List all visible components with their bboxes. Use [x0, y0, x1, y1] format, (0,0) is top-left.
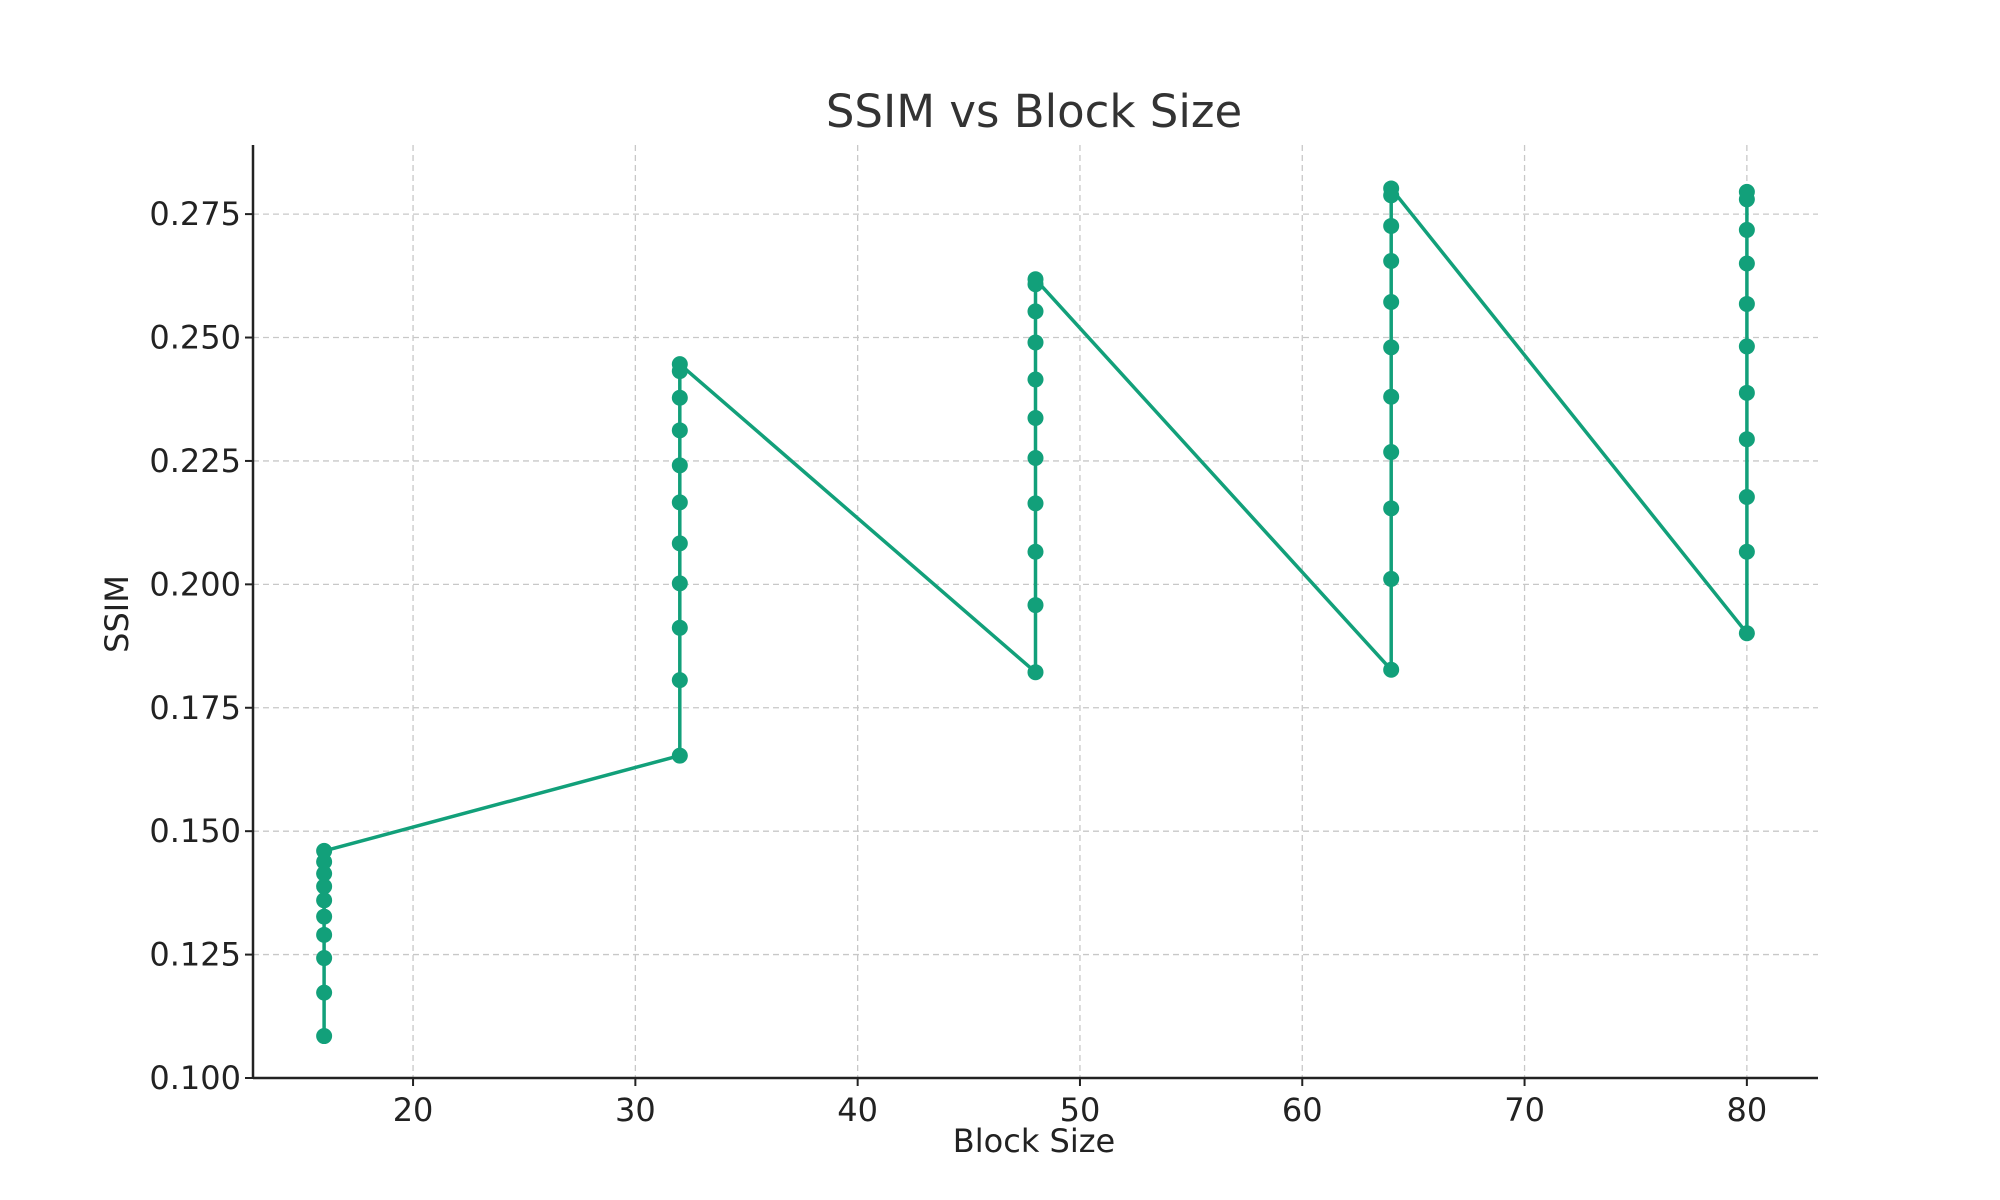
- data-point: [671, 575, 688, 592]
- data-point: [316, 908, 333, 925]
- data-point: [1383, 293, 1400, 310]
- data-point: [1027, 371, 1044, 388]
- data-point: [1738, 295, 1755, 312]
- x-tick-label: 50: [1060, 1091, 1101, 1129]
- data-point: [671, 535, 688, 552]
- y-ticks: 0.100 0.125 0.150 0.175 0.200 0.225 0.250 0.275: [149, 195, 253, 1097]
- y-axis-label: SSIM: [98, 575, 136, 653]
- data-point: [671, 672, 688, 689]
- data-point: [1738, 625, 1755, 642]
- data-point: [1027, 303, 1044, 320]
- data-point: [316, 878, 333, 895]
- y-tick-label: 0.100: [149, 1059, 241, 1097]
- data-point: [1027, 543, 1044, 560]
- data-point: [1738, 543, 1755, 560]
- data-point: [1738, 488, 1755, 505]
- y-tick-label: 0.175: [149, 689, 241, 727]
- data-point: [671, 619, 688, 636]
- data-point: [671, 389, 688, 406]
- data-point: [1383, 217, 1400, 234]
- data-point: [1383, 444, 1400, 461]
- data-point: [671, 356, 688, 373]
- data-point: [671, 457, 688, 474]
- data-point: [1027, 449, 1044, 466]
- data-point: [316, 842, 333, 859]
- data-point: [1027, 664, 1044, 681]
- y-tick-label: 0.200: [149, 565, 241, 603]
- y-tick-label: 0.275: [149, 195, 241, 233]
- data-point: [1027, 597, 1044, 614]
- data-point: [1027, 271, 1044, 288]
- data-point: [671, 422, 688, 439]
- axes: [251, 145, 1818, 1080]
- data-point: [671, 494, 688, 511]
- data-point: [671, 747, 688, 764]
- y-tick-label: 0.150: [149, 812, 241, 850]
- data-point: [1383, 500, 1400, 517]
- data-point: [1383, 388, 1400, 405]
- data-point: [1738, 255, 1755, 272]
- data-point: [1027, 334, 1044, 351]
- data-point: [1383, 570, 1400, 587]
- x-tick-label: 30: [615, 1091, 656, 1129]
- data-point: [316, 950, 333, 967]
- x-ticks: 20 30 40 50 60 70 80: [393, 1078, 1768, 1129]
- data-point: [316, 892, 333, 909]
- y-tick-label: 0.225: [149, 442, 241, 480]
- series-ssim: [316, 180, 1755, 1045]
- data-point: [316, 1028, 333, 1045]
- chart-title: SSIM vs Block Size: [826, 85, 1242, 138]
- data-point: [1383, 339, 1400, 356]
- data-point: [1738, 431, 1755, 448]
- y-tick-label: 0.250: [149, 319, 241, 357]
- data-point: [1738, 338, 1755, 355]
- x-tick-label: 70: [1504, 1091, 1545, 1129]
- y-tick-label: 0.125: [149, 936, 241, 974]
- x-tick-label: 40: [837, 1091, 878, 1129]
- data-point: [316, 984, 333, 1001]
- x-tick-label: 80: [1727, 1091, 1768, 1129]
- data-point: [1738, 221, 1755, 238]
- data-point: [1027, 409, 1044, 426]
- x-axis-label: Block Size: [953, 1122, 1115, 1160]
- data-point: [1738, 384, 1755, 401]
- data-point: [1738, 183, 1755, 200]
- data-point: [1383, 180, 1400, 197]
- data-point: [316, 865, 333, 882]
- data-point: [1027, 495, 1044, 512]
- x-tick-label: 60: [1282, 1091, 1323, 1129]
- data-point: [316, 926, 333, 943]
- data-point: [1383, 661, 1400, 678]
- data-point: [1383, 253, 1400, 270]
- x-tick-label: 20: [393, 1091, 434, 1129]
